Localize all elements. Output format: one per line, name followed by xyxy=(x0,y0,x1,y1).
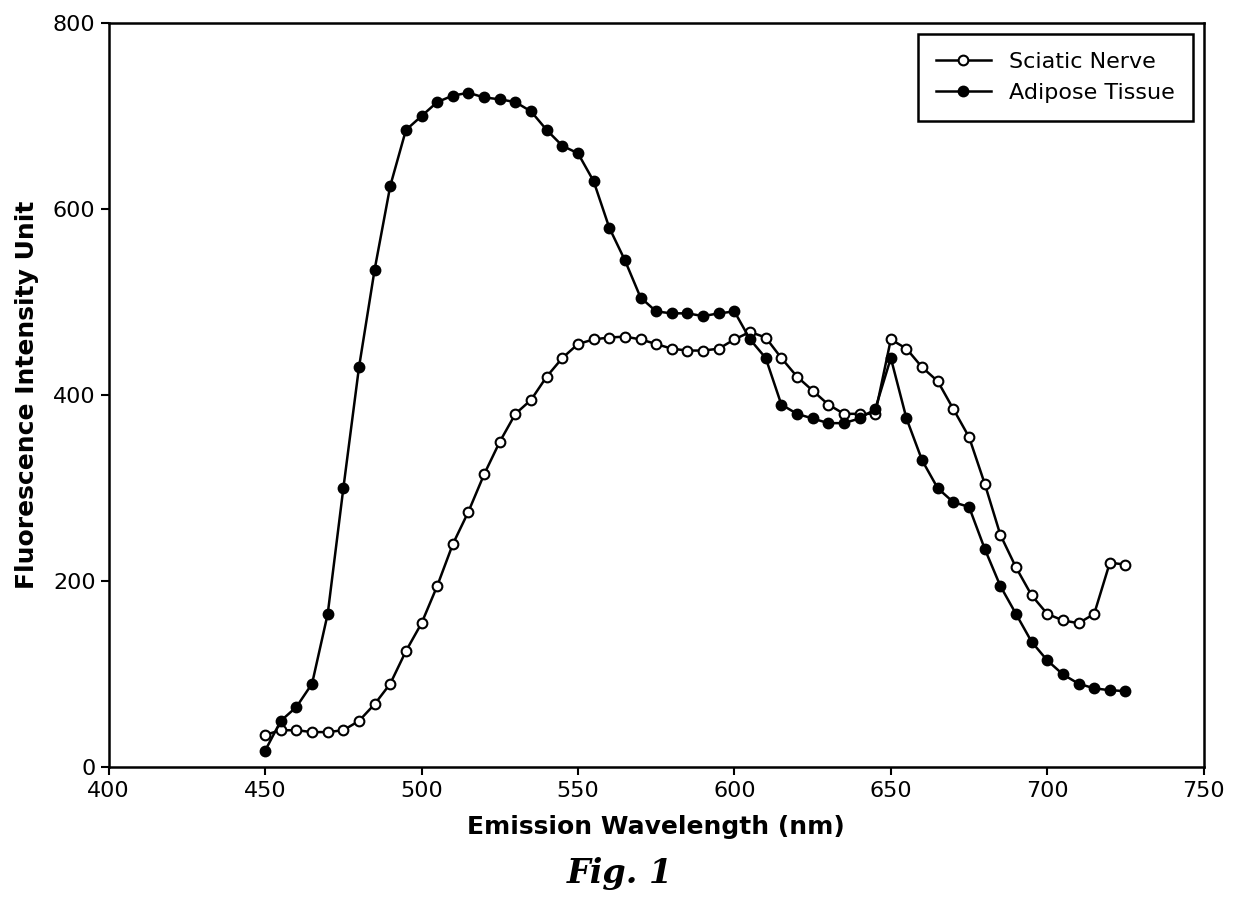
Sciatic Nerve xyxy=(273,725,288,735)
Adipose Tissue xyxy=(258,745,273,756)
Sciatic Nerve xyxy=(805,385,820,396)
Adipose Tissue xyxy=(805,413,820,424)
Adipose Tissue xyxy=(587,176,601,187)
Adipose Tissue xyxy=(273,716,288,726)
Sciatic Nerve xyxy=(570,339,585,350)
Sciatic Nerve xyxy=(258,729,273,740)
Line: Sciatic Nerve: Sciatic Nerve xyxy=(260,327,1131,740)
Line: Adipose Tissue: Adipose Tissue xyxy=(260,88,1131,755)
Adipose Tissue xyxy=(1118,686,1133,696)
Sciatic Nerve xyxy=(743,327,758,338)
Adipose Tissue xyxy=(930,483,945,494)
Adipose Tissue xyxy=(837,418,852,429)
Adipose Tissue xyxy=(758,352,773,363)
Sciatic Nerve xyxy=(837,409,852,419)
Sciatic Nerve xyxy=(1118,559,1133,570)
Legend: Sciatic Nerve, Adipose Tissue: Sciatic Nerve, Adipose Tissue xyxy=(918,35,1193,121)
Sciatic Nerve xyxy=(758,332,773,343)
Adipose Tissue xyxy=(461,87,476,98)
X-axis label: Emission Wavelength (nm): Emission Wavelength (nm) xyxy=(467,814,846,838)
Text: Fig. 1: Fig. 1 xyxy=(567,857,673,890)
Sciatic Nerve xyxy=(930,376,945,387)
Y-axis label: Fluorescence Intensity Unit: Fluorescence Intensity Unit xyxy=(15,201,38,589)
